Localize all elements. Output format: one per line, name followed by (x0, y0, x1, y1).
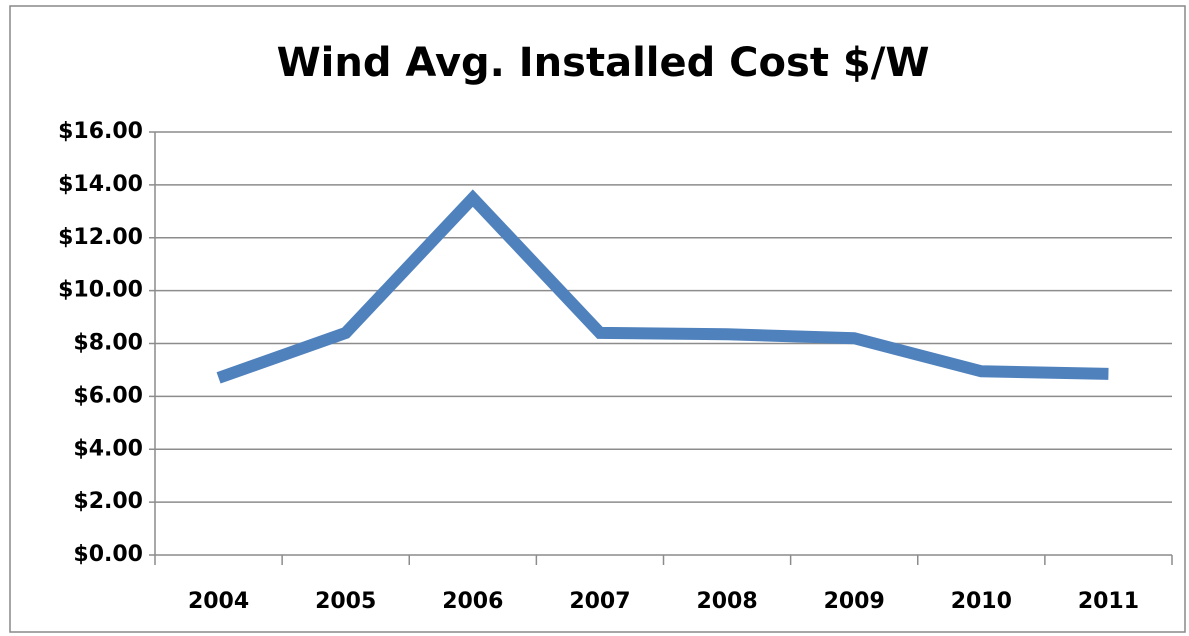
x-tick-label: 2007 (569, 589, 630, 614)
x-tick-label: 2004 (188, 589, 249, 614)
x-tick-label: 2010 (951, 589, 1012, 614)
chart-title: Wind Avg. Installed Cost $/W (277, 40, 930, 86)
x-tick-label: 2011 (1078, 589, 1139, 614)
y-tick-label: $8.00 (73, 331, 143, 356)
y-tick-label: $2.00 (73, 489, 143, 514)
y-tick-label: $14.00 (58, 172, 143, 197)
chart-border (9, 5, 1186, 633)
x-tick-label: 2009 (824, 589, 885, 614)
y-tick-label: $16.00 (58, 119, 143, 144)
line-series (216, 189, 1109, 384)
x-tick-label: 2006 (442, 589, 503, 614)
y-tick-label: $4.00 (73, 436, 143, 461)
x-tick-label: 2008 (696, 589, 757, 614)
y-tick-label: $0.00 (73, 542, 143, 567)
y-tick-label: $12.00 (58, 225, 143, 250)
y-tick-label: $10.00 (58, 278, 143, 303)
y-tick-label: $6.00 (73, 383, 143, 408)
x-tick-label: 2005 (315, 589, 376, 614)
